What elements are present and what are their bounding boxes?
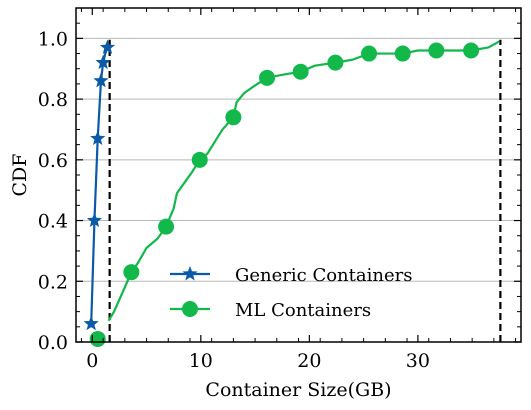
- series-1-marker-5: [259, 69, 276, 86]
- legend-label-generic: Generic Containers: [235, 265, 412, 286]
- grid-lines: [76, 37, 521, 282]
- series-1-marker-7: [327, 54, 344, 71]
- series-1-marker-1: [123, 264, 140, 281]
- series-0-marker-4: [95, 54, 111, 70]
- series-layer: [83, 39, 500, 347]
- series-1-marker-9: [394, 45, 411, 62]
- series-1-marker-10: [428, 42, 445, 59]
- x-tick-label-3: 30: [406, 350, 430, 372]
- x-axis-title: Container Size(GB): [205, 379, 391, 401]
- x-tick-label-2: 20: [297, 350, 321, 372]
- y-tick-label-3: 0.6: [38, 150, 68, 172]
- series-1-marker-6: [292, 63, 309, 80]
- series-1-marker-2: [158, 218, 175, 235]
- series-1-marker-4: [225, 109, 242, 126]
- legend-star: [182, 266, 198, 281]
- axis-ticks: 0 10 20 30 0.0 0.2 0.4 0.6 0.8 1.0: [38, 8, 521, 372]
- series-0-marker-3: [93, 72, 109, 88]
- x-tick-label-0: 0: [86, 350, 98, 372]
- series-0-marker-2: [90, 130, 106, 146]
- x-tick-label-1: 10: [189, 350, 213, 372]
- series-1-marker-11: [463, 42, 480, 59]
- series-0-marker-0: [83, 315, 99, 331]
- legend: Generic Containers ML Containers: [170, 265, 412, 321]
- y-tick-label-2: 0.4: [38, 211, 68, 233]
- series-1-marker-3: [191, 151, 208, 168]
- y-tick-label-5: 1.0: [38, 28, 68, 50]
- series-1-marker-0: [89, 330, 106, 347]
- legend-marker-ml: [182, 301, 198, 317]
- y-tick-label-4: 0.8: [38, 89, 68, 111]
- y-axis-title: CDF: [9, 154, 31, 197]
- series-0-marker-5: [99, 39, 116, 54]
- y-tick-label-0: 0.0: [38, 332, 68, 354]
- series-0-marker-1: [86, 212, 103, 228]
- y-tick-label-1: 0.2: [38, 271, 68, 293]
- series-line-0: [90, 43, 111, 324]
- legend-label-ml: ML Containers: [235, 300, 371, 321]
- reference-lines: [108, 39, 502, 342]
- legend-marker-generic: [182, 266, 198, 281]
- plot-frame: [75, 7, 522, 343]
- series-1-marker-8: [361, 45, 378, 62]
